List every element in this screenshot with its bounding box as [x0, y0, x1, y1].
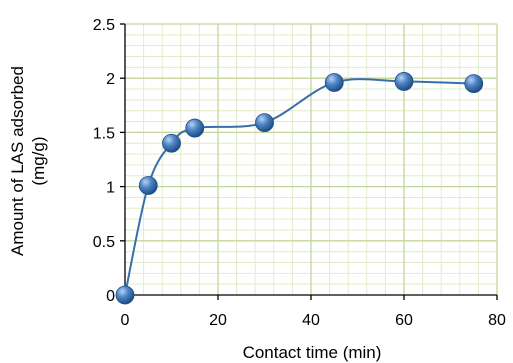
x-tick-label: 20 [209, 312, 227, 329]
data-point-3 [185, 118, 205, 138]
x-axis-title: Contact time (min) [243, 343, 382, 362]
data-point-7 [464, 74, 484, 94]
data-point-2 [162, 133, 181, 153]
y-tick-label: 0.5 [93, 234, 115, 251]
x-tick-label: 80 [488, 312, 506, 329]
y-tick-labels: 0 0.5 1 1.5 2 2.5 [93, 17, 115, 305]
y-tick-label: 1 [106, 180, 115, 197]
y-tick-label: 2.5 [93, 17, 115, 34]
axes [120, 23, 498, 300]
y-tick-label: 1.5 [93, 125, 115, 142]
data-point-0 [115, 285, 135, 305]
data-points [115, 72, 484, 305]
x-tick-labels: 0 20 40 60 80 [121, 312, 506, 329]
y-tick-label: 0 [106, 288, 115, 305]
y-axis-title-line1: Amount of LAS adsorbed [8, 66, 27, 256]
data-point-5 [324, 73, 344, 92]
y-axis-title-line2: (mg/g) [29, 136, 48, 185]
x-tick-label: 60 [395, 312, 413, 329]
data-point-1 [138, 176, 158, 195]
data-point-6 [394, 72, 414, 91]
x-tick-label: 40 [302, 312, 320, 329]
major-gridlines [125, 23, 498, 295]
data-point-4 [255, 113, 274, 133]
y-tick-label: 2 [106, 71, 115, 88]
x-tick-label: 0 [121, 312, 130, 329]
